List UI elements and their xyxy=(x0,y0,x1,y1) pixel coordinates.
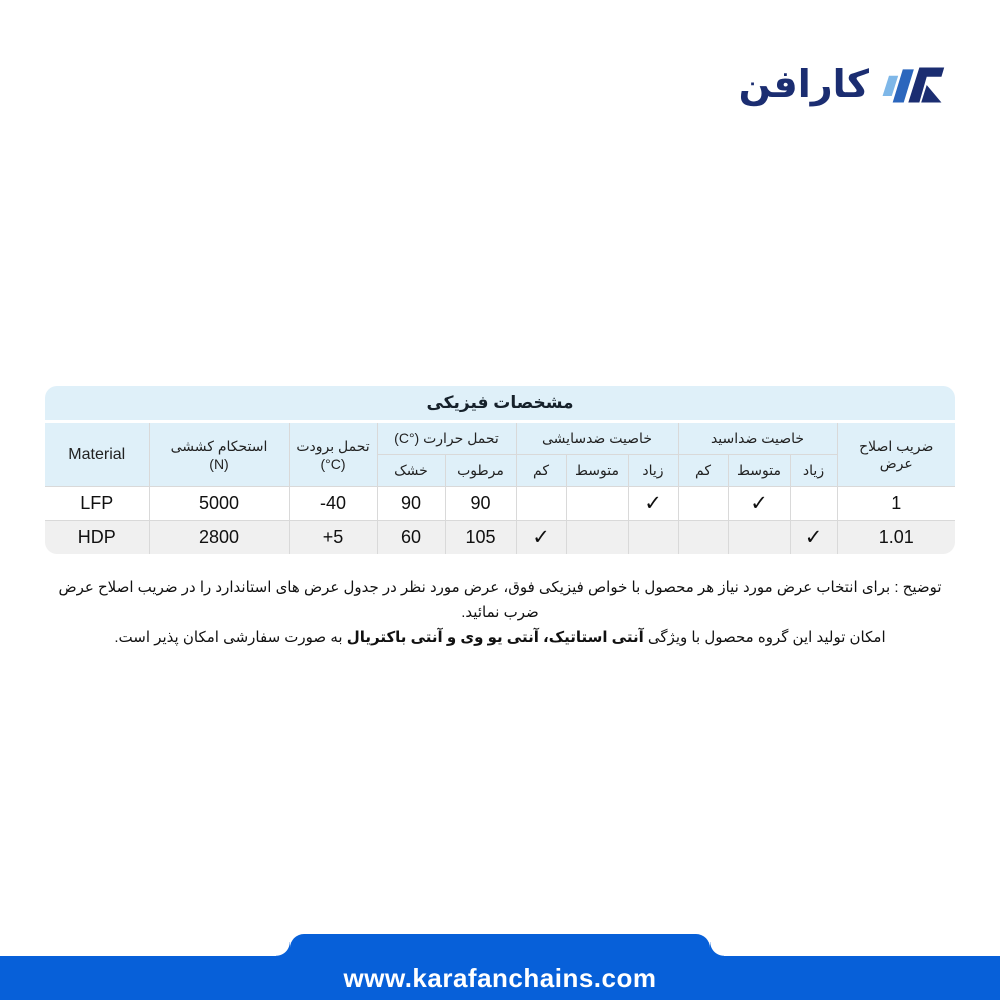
karafan-logo-icon xyxy=(882,67,945,103)
logo-wordmark: کارافن xyxy=(738,64,869,106)
table-row-hdp: HDP 2800 +5 60 105 ✓ ✓ 1.01 xyxy=(45,520,955,554)
cell-acid-high xyxy=(789,486,838,521)
physical-specs-table: Material استحکام کششی (N) تحمل برودت (°C… xyxy=(45,423,955,554)
col-header-material: Material xyxy=(45,423,150,487)
checkmark-icon: ✓ xyxy=(727,486,791,521)
subcol-acid-medium: متوسط xyxy=(727,454,791,487)
cell-tensile: 5000 xyxy=(148,486,290,521)
cell-heat-dry: 90 xyxy=(376,486,446,521)
col-group-abrasion-resistance: خاصیت ضدسایشی xyxy=(515,423,679,455)
col-group-acid-resistance: خاصیت ضداسید xyxy=(677,423,838,455)
cell-material: HDP xyxy=(45,520,150,554)
note-line-1: توضیح : برای انتخاب عرض مورد نیاز هر محص… xyxy=(58,579,942,621)
subcol-acid-low: کم xyxy=(677,454,729,487)
cell-heat-wet: 90 xyxy=(444,486,517,521)
cell-acid-medium xyxy=(727,520,791,554)
cell-heat-wet: 105 xyxy=(444,520,517,554)
subcol-abrasion-high: زیاد xyxy=(627,454,679,487)
karafan-logo: کارافن xyxy=(739,60,945,110)
cell-acid-low xyxy=(677,520,729,554)
cell-cold: +5 xyxy=(288,520,378,554)
cell-tensile: 2800 xyxy=(148,520,290,554)
footer-tab-shape xyxy=(276,934,724,956)
cell-abrasion-medium xyxy=(565,520,629,554)
cell-width-factor: 1 xyxy=(836,486,955,521)
checkmark-icon: ✓ xyxy=(627,486,679,521)
col-header-width-correction-factor: ضریب اصلاح عرض xyxy=(836,423,955,487)
subcol-heat-wet: مرطوب xyxy=(444,454,517,487)
cell-heat-dry: 60 xyxy=(376,520,446,554)
explanation-notes: توضیح : برای انتخاب عرض مورد نیاز هر محص… xyxy=(48,575,952,650)
cell-material: LFP xyxy=(45,486,150,521)
footer-bar: www.karafanchains.com xyxy=(0,956,1000,1000)
checkmark-icon: ✓ xyxy=(789,520,838,554)
note-line-2: امکان تولید این گروه محصول با ویژگی آنتی… xyxy=(114,629,886,646)
physical-specs-section: مشخصات فیزیکی Material استحکام کششی (N) xyxy=(45,386,955,554)
col-header-tensile-strength: استحکام کششی (N) xyxy=(148,423,290,487)
table-title: مشخصات فیزیکی xyxy=(45,386,955,420)
footer-website-link[interactable]: www.karafanchains.com xyxy=(343,962,657,993)
cell-abrasion-low xyxy=(515,486,567,521)
cell-cold: -40 xyxy=(288,486,378,521)
subcol-acid-high: زیاد xyxy=(789,454,838,487)
table-row-lfp: LFP 5000 -40 90 90 ✓ ✓ 1 xyxy=(45,486,955,521)
subcol-abrasion-medium: متوسط xyxy=(565,454,629,487)
subcol-abrasion-low: کم xyxy=(515,454,567,487)
col-group-heat-tolerance: تحمل حرارت (°C) xyxy=(376,423,517,455)
checkmark-icon: ✓ xyxy=(515,520,567,554)
cell-acid-low xyxy=(677,486,729,521)
cell-width-factor: 1.01 xyxy=(836,520,955,554)
subcol-heat-dry: خشک xyxy=(376,454,446,487)
cell-abrasion-medium xyxy=(565,486,629,521)
cell-abrasion-high xyxy=(627,520,679,554)
col-header-cold-tolerance: تحمل برودت (°C) xyxy=(288,423,378,487)
